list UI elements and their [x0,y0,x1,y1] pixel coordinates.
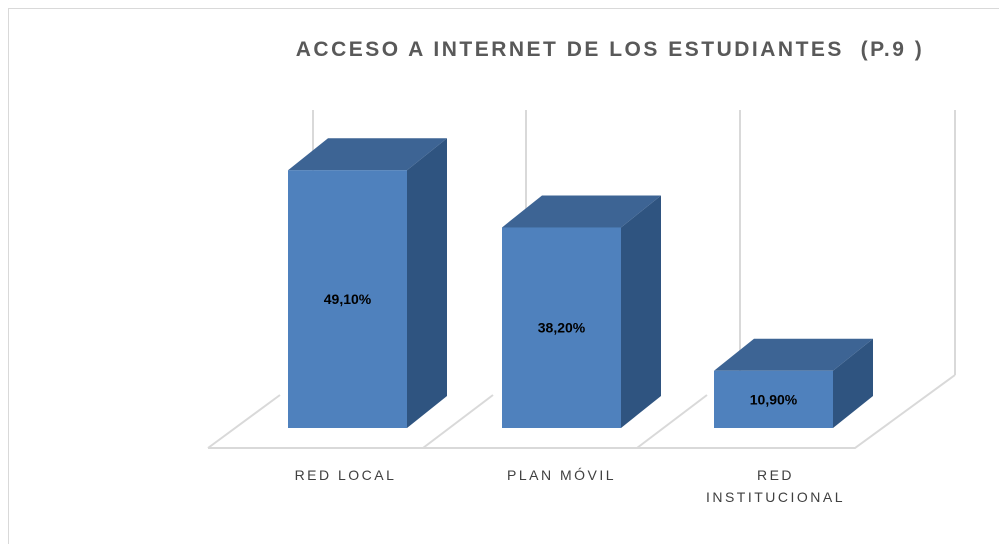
x-tick-label: PLAN MÓVIL [506,467,617,483]
x-tick-label: RED INSTITUCIONAL [705,467,846,505]
bar-top [288,138,447,171]
frame [8,8,999,544]
bar [288,170,407,428]
data-label: 49,10% [324,291,372,307]
bar [502,227,621,428]
data-label: 38,20% [538,320,586,336]
x-tick-label: RED LOCAL [294,467,397,483]
bar-side [407,138,447,428]
data-label: 10,90% [750,391,798,407]
bar-side [621,195,661,428]
bar-top [502,195,661,228]
bar [714,370,833,428]
bar-side [833,338,873,428]
chart-title: ACCESO A INTERNET DE LOS ESTUDIANTES (P.… [295,38,925,61]
bar-top [714,338,873,371]
